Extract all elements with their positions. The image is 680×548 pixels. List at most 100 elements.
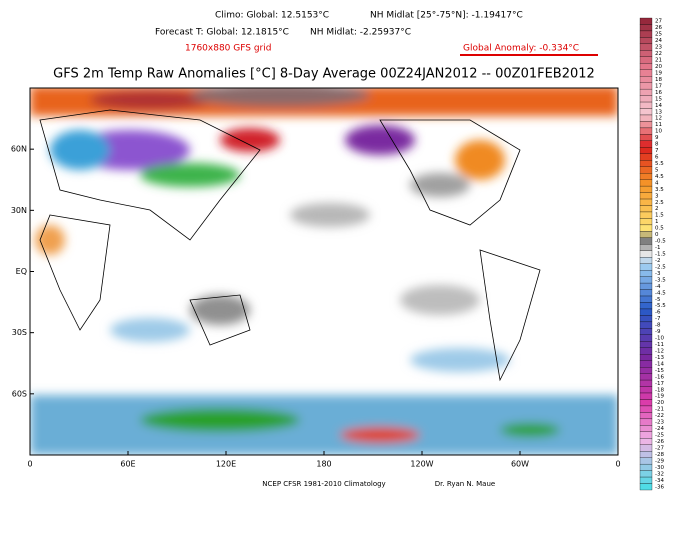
colorbar-label: -10 bbox=[655, 336, 664, 342]
colorbar-label: 1 bbox=[655, 219, 659, 225]
colorbar-cell bbox=[639, 237, 653, 245]
colorbar-label: 21 bbox=[655, 58, 662, 64]
colorbar-cell bbox=[639, 147, 653, 154]
colorbar-label: -27 bbox=[655, 445, 664, 451]
colorbar-label: -14 bbox=[655, 361, 664, 367]
colorbar-label: 10 bbox=[655, 129, 662, 135]
colorbar-cell bbox=[639, 101, 653, 109]
map-field bbox=[30, 88, 618, 455]
colorbar-cell bbox=[639, 140, 653, 148]
colorbar-cell bbox=[639, 244, 653, 251]
colorbar-label: 20 bbox=[655, 64, 662, 70]
colorbar-cell bbox=[639, 367, 653, 374]
colorbar-cell bbox=[639, 95, 653, 103]
colorbar-label: -20 bbox=[655, 400, 664, 406]
climo-global: Climo: Global: 12.5153°C bbox=[215, 11, 329, 21]
colorbar-label: 2.5 bbox=[655, 200, 664, 206]
colorbar-cell bbox=[639, 127, 653, 135]
colorbar-cell bbox=[639, 373, 653, 381]
colorbar-label: 6 bbox=[655, 155, 659, 161]
colorbar-cell bbox=[639, 218, 653, 226]
colorbar-label: -13 bbox=[655, 355, 664, 361]
colorbar-cell bbox=[639, 386, 653, 394]
colorbar-label: 2 bbox=[655, 206, 659, 212]
colorbar-cell bbox=[639, 134, 653, 141]
colorbar-cell bbox=[639, 257, 653, 264]
colorbar-label: 3 bbox=[655, 193, 659, 199]
colorbar-label: 4.5 bbox=[655, 174, 664, 180]
colorbar-label: 12 bbox=[655, 116, 662, 122]
colorbar-cell bbox=[639, 43, 653, 51]
colorbar-cell bbox=[639, 82, 653, 90]
climo-nh: NH Midlat [25°-75°N]: -1.19417°C bbox=[370, 11, 523, 21]
colorbar-cell bbox=[639, 457, 653, 465]
colorbar-cell bbox=[639, 282, 653, 290]
colorbar-label: -16 bbox=[655, 374, 664, 380]
colorbar-label: 25 bbox=[655, 32, 662, 38]
colorbar-cell bbox=[639, 179, 653, 187]
colorbar-cell bbox=[639, 153, 653, 161]
colorbar-cell bbox=[639, 69, 653, 77]
lon-label: 0 bbox=[615, 460, 620, 469]
colorbar-cell bbox=[639, 50, 653, 57]
colorbar-label: 9 bbox=[655, 135, 659, 141]
colorbar-label: -21 bbox=[655, 407, 664, 413]
colorbar-label: -30 bbox=[655, 465, 664, 471]
colorbar-cell bbox=[639, 108, 653, 116]
colorbar-cell bbox=[639, 198, 653, 206]
colorbar-label: 5 bbox=[655, 167, 659, 173]
colorbar-cell bbox=[639, 354, 653, 361]
colorbar-label: -18 bbox=[655, 387, 664, 393]
lat-label: 60S bbox=[12, 389, 27, 398]
lat-label: 60N bbox=[11, 145, 27, 154]
colorbar-label: -11 bbox=[655, 342, 664, 348]
colorbar-label: -3.5 bbox=[655, 277, 666, 283]
colorbar-cell bbox=[639, 302, 653, 310]
anomaly-blobs bbox=[30, 88, 618, 455]
colorbar-cell bbox=[639, 399, 653, 407]
colorbar-cell bbox=[639, 17, 653, 25]
colorbar-cell bbox=[639, 392, 653, 400]
colorbar-label: -26 bbox=[655, 439, 664, 445]
colorbar-label: 16 bbox=[655, 90, 662, 96]
colorbar-cell bbox=[639, 379, 653, 387]
global-anomaly: Global Anomaly: -0.334°C bbox=[463, 44, 579, 54]
forecast-nh: NH Midlat: -2.25937°C bbox=[310, 28, 411, 38]
colorbar-cell bbox=[639, 185, 653, 193]
colorbar-cell bbox=[639, 360, 653, 368]
colorbar-label: -1 bbox=[655, 245, 660, 251]
colorbar-cell bbox=[639, 412, 653, 420]
colorbar-cell bbox=[639, 425, 653, 432]
colorbar-label: -25 bbox=[655, 433, 664, 439]
colorbar-label: -23 bbox=[655, 420, 664, 426]
colorbar-label: -17 bbox=[655, 381, 664, 387]
colorbar-label: -2.5 bbox=[655, 264, 666, 270]
colorbar-label: -8 bbox=[655, 323, 661, 329]
colorbar-label: 23 bbox=[655, 45, 662, 51]
colorbar-cell bbox=[639, 37, 653, 45]
colorbar-cell bbox=[639, 205, 653, 213]
colorbar-label: -0.5 bbox=[655, 239, 666, 245]
colorbar-cell bbox=[639, 470, 653, 478]
colorbar-label: 18 bbox=[655, 77, 662, 83]
colorbar-label: -24 bbox=[655, 426, 664, 432]
colorbar-label: -32 bbox=[655, 471, 664, 477]
colorbar-cell bbox=[639, 231, 653, 238]
colorbar-cell bbox=[639, 63, 653, 70]
colorbar-label: 15 bbox=[655, 96, 662, 102]
colorbar-label: -6 bbox=[655, 310, 661, 316]
colorbar-cell bbox=[639, 328, 653, 335]
lon-label: 0 bbox=[27, 460, 32, 469]
colorbar-cell bbox=[639, 30, 653, 38]
colorbar-cell bbox=[639, 24, 653, 32]
colorbar-cell bbox=[639, 224, 653, 232]
colorbar-cell bbox=[639, 211, 653, 219]
source: NCEP CFSR 1981-2010 Climatology bbox=[262, 480, 385, 488]
colorbar-cell bbox=[639, 444, 653, 452]
grid-note: 1760x880 GFS grid bbox=[185, 44, 271, 54]
colorbar-cell bbox=[639, 295, 653, 303]
colorbar-cell bbox=[639, 476, 653, 484]
colorbar-label: 19 bbox=[655, 70, 662, 76]
colorbar-cell bbox=[639, 173, 653, 180]
